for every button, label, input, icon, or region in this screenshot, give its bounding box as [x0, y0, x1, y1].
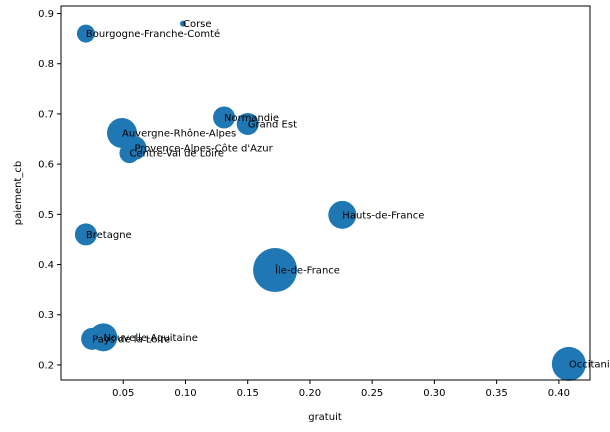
y-tick-label: 0.5 [38, 210, 54, 221]
point-label: Bourgogne-Franche-Comté [86, 28, 220, 40]
point-label: Hauts-de-France [342, 210, 424, 221]
plot-area-frame [60, 5, 591, 381]
point-label: Occitanie [569, 359, 610, 370]
scatter-point [179, 20, 186, 27]
point-label: Corse [183, 19, 212, 30]
x-tick-label: 0.05 [112, 388, 134, 399]
x-tick-label: 0.25 [361, 388, 383, 399]
y-tick-label: 0.4 [38, 260, 54, 271]
x-tick-label: 0.15 [237, 388, 259, 399]
point-label: Nouvelle-Aquitaine [103, 333, 198, 344]
point-label: Bretagne [86, 230, 132, 241]
scatter-point [74, 223, 97, 246]
scatter-point [236, 112, 259, 135]
y-tick-label: 0.7 [38, 109, 54, 120]
y-tick-label: 0.6 [38, 160, 54, 171]
scatter-point [328, 200, 357, 229]
point-label: Auvergne-Rhône-Alpes [122, 128, 236, 140]
point-label: Provence-Alpes-Côte d'Azur [134, 143, 273, 155]
x-tick-label: 0.40 [548, 388, 570, 399]
scatter-point [119, 143, 140, 164]
x-axis-label: gratuit [308, 412, 342, 423]
x-tick-label: 0.20 [299, 388, 321, 399]
scatter-point [76, 24, 95, 43]
point-label: Pays de la Loire [92, 334, 170, 345]
x-tick-label: 0.35 [486, 388, 508, 399]
y-tick-label: 0.8 [38, 59, 54, 70]
point-label: Centre-Val de Loire [129, 149, 224, 160]
y-tick-label: 0.9 [38, 9, 54, 20]
y-tick-label: 0.3 [38, 310, 54, 321]
x-axis-ticks: 0.05 0.10 0.15 0.20 0.25 0.30 0.35 0.40 [112, 380, 570, 399]
x-tick-label: 0.30 [423, 388, 445, 399]
points-layer [74, 20, 586, 381]
y-axis-ticks: 0.2 0.3 0.4 0.5 0.6 0.7 0.8 0.9 [38, 9, 61, 371]
point-label: Normandie [224, 113, 279, 124]
point-label: Grand Est [248, 119, 297, 130]
point-label: Île-de-France [274, 264, 340, 277]
y-tick-label: 0.2 [38, 360, 54, 371]
scatter-point [551, 346, 586, 381]
scatter-point [81, 327, 104, 350]
scatter-point [213, 106, 236, 129]
y-axis-label: paiement_cb [13, 161, 24, 225]
x-tick-label: 0.10 [174, 388, 196, 399]
scatter-point [253, 248, 298, 293]
